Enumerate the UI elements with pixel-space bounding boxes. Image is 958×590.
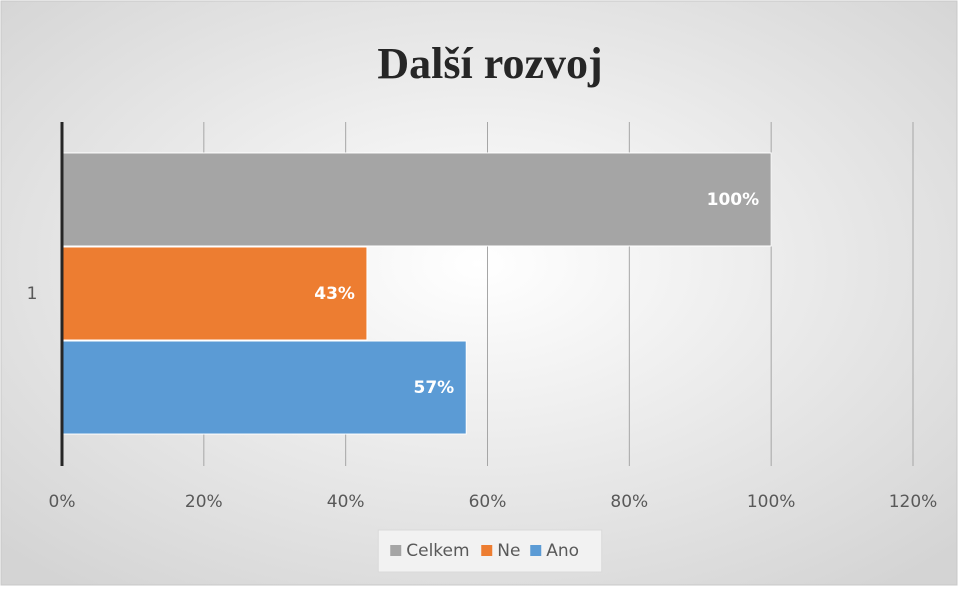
chart-title: Další rozvoj <box>377 39 602 88</box>
legend-swatch <box>530 545 542 556</box>
x-tick-label: 100% <box>747 492 796 512</box>
legend-swatch <box>481 545 493 556</box>
x-tick-label: 20% <box>185 492 223 512</box>
legend-swatch <box>390 545 402 556</box>
x-tick-label: 120% <box>889 492 938 512</box>
bar <box>61 246 368 341</box>
x-tick-label: 80% <box>610 492 648 512</box>
bar <box>61 152 772 247</box>
bar <box>61 340 467 435</box>
x-tick-label: 60% <box>469 492 507 512</box>
legend-label: Ano <box>546 541 579 561</box>
x-tick-label: 40% <box>327 492 365 512</box>
data-label: 100% <box>707 190 760 210</box>
y-tick-label: 1 <box>27 284 38 304</box>
data-label: 57% <box>414 378 455 398</box>
x-tick-label: 0% <box>49 492 76 512</box>
legend-label: Celkem <box>406 541 469 561</box>
data-label: 43% <box>314 284 355 304</box>
legend-label: Ne <box>497 541 520 561</box>
